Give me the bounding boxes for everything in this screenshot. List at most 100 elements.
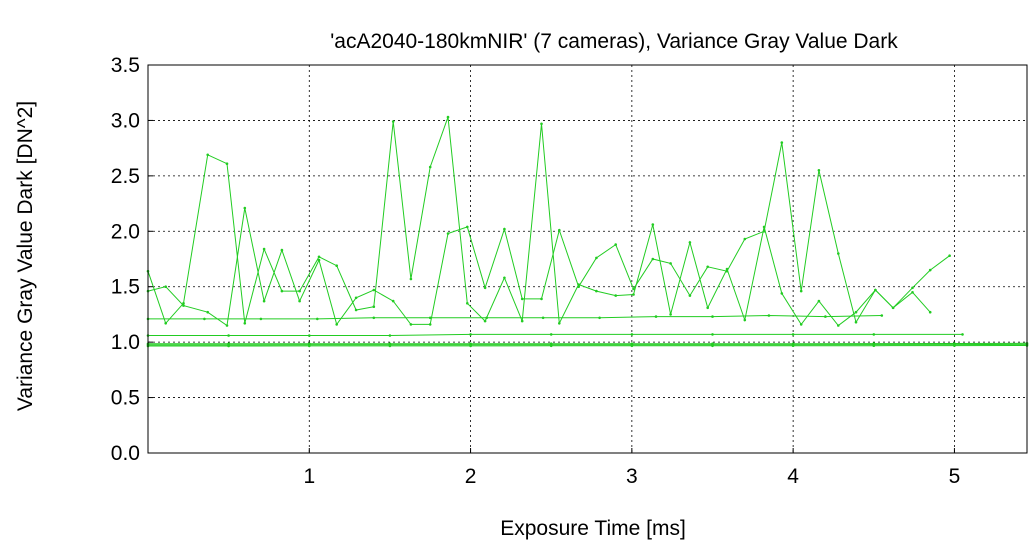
data-point (558, 228, 561, 232)
data-point (391, 120, 395, 123)
data-point (630, 333, 634, 336)
data-point (706, 265, 709, 269)
data-point (354, 296, 358, 300)
data-point (469, 333, 472, 336)
data-point (854, 320, 858, 324)
grid (148, 65, 1027, 453)
x-tick-label: 3 (626, 465, 638, 488)
data-point (817, 299, 821, 303)
data-point (182, 304, 185, 307)
data-point (540, 297, 543, 301)
data-point (632, 287, 635, 291)
data-point (206, 153, 209, 157)
data-point (388, 334, 392, 337)
data-point (874, 288, 877, 292)
data-point (837, 252, 840, 255)
data-point (466, 302, 469, 305)
data-point (164, 285, 167, 289)
data-point (227, 334, 230, 337)
data-point (308, 344, 311, 348)
series-line (147, 142, 931, 327)
data-point (837, 324, 840, 327)
data-point (961, 333, 964, 336)
data-point (409, 323, 413, 326)
data-point (466, 225, 469, 229)
data-point (372, 288, 376, 292)
data-point (651, 257, 655, 261)
data-point (824, 315, 827, 318)
y-tick-label: 2.0 (111, 220, 140, 243)
data-point (483, 286, 487, 290)
data-point (953, 344, 956, 347)
data-point (298, 289, 301, 293)
data-point (762, 230, 766, 233)
data-point (632, 293, 635, 296)
data-point (469, 344, 472, 348)
x-axis-ticks: 1 2 3 4 5 (303, 448, 960, 488)
data-point (549, 333, 553, 336)
data-point (503, 276, 506, 280)
data-point (335, 264, 339, 268)
data-point (316, 317, 319, 321)
data-point (872, 344, 876, 348)
series-line (148, 343, 1028, 346)
series-line (148, 314, 882, 320)
data-point (558, 322, 561, 325)
x-axis-label: Exposure Time [ms] (500, 517, 686, 540)
data-point (767, 314, 771, 317)
y-axis-label: Variance Gray Value Dark [DN^2] (14, 101, 37, 411)
data-point (948, 254, 951, 257)
data-point (651, 223, 655, 226)
data-point (711, 333, 714, 336)
data-point (854, 310, 858, 314)
data-point (388, 344, 392, 348)
data-point (872, 333, 876, 336)
series-group (146, 115, 1029, 348)
data-point (595, 256, 598, 260)
data-point (428, 165, 432, 169)
data-point (598, 316, 601, 320)
data-point (577, 285, 580, 289)
data-point (428, 316, 432, 320)
data-point (541, 316, 545, 320)
data-point (503, 227, 506, 231)
data-point (669, 313, 672, 316)
data-point (549, 344, 553, 348)
x-tick-label: 1 (303, 465, 315, 488)
data-point (688, 241, 692, 244)
y-tick-label: 3.5 (111, 54, 140, 77)
data-point (280, 248, 284, 252)
data-point (259, 317, 263, 321)
data-point (520, 319, 524, 323)
data-point (428, 323, 432, 326)
data-point (799, 323, 803, 326)
data-point (243, 322, 247, 325)
data-point (595, 289, 598, 293)
data-point (483, 319, 487, 323)
data-point (372, 316, 376, 320)
data-point (317, 258, 321, 262)
data-point (928, 310, 932, 314)
data-point (711, 315, 714, 318)
data-point (780, 141, 784, 144)
data-point (164, 322, 167, 325)
data-point (372, 305, 376, 309)
y-tick-label: 1.0 (111, 331, 140, 354)
x-tick-label: 5 (949, 465, 961, 488)
data-point (206, 310, 209, 314)
data-point (540, 122, 543, 126)
data-point (225, 324, 229, 327)
data-point (911, 291, 914, 294)
data-point (780, 292, 784, 295)
data-point (928, 268, 932, 272)
data-point (298, 299, 301, 303)
data-point (262, 299, 266, 303)
data-point (614, 294, 617, 297)
data-point (485, 316, 489, 320)
data-point (335, 323, 339, 326)
data-point (791, 344, 795, 348)
x-tick-label: 2 (465, 465, 477, 488)
data-point (409, 277, 413, 281)
data-point (711, 344, 714, 348)
